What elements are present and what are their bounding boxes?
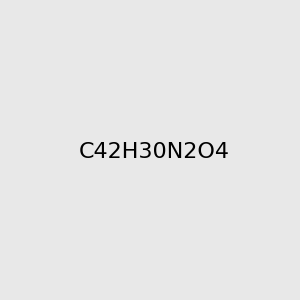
- Text: C42H30N2O4: C42H30N2O4: [78, 142, 229, 161]
